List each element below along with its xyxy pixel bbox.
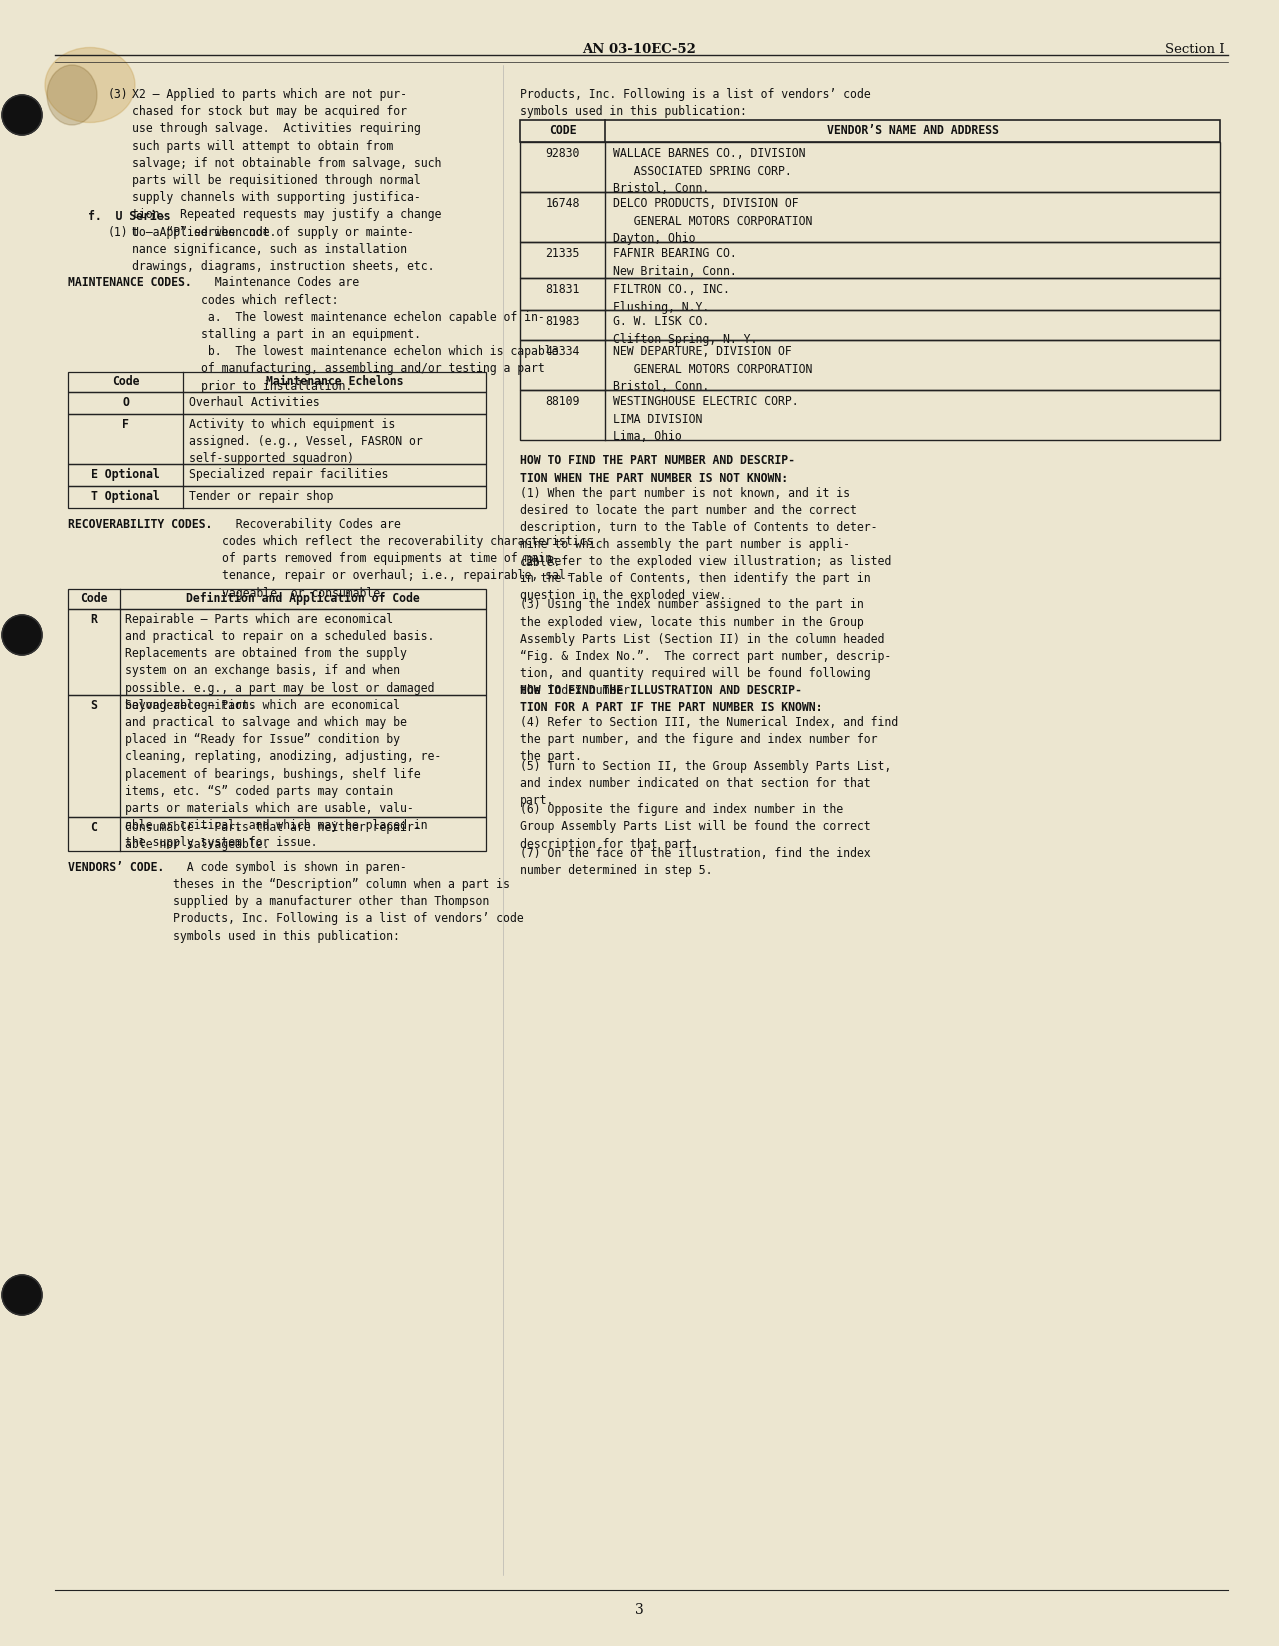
- Ellipse shape: [47, 64, 97, 125]
- Bar: [68, 486, 486, 509]
- Text: 81983: 81983: [545, 316, 579, 329]
- Text: Maintenance Codes are
codes which reflect:
 a.  The lowest maintenance echelon c: Maintenance Codes are codes which reflec…: [201, 277, 559, 393]
- Text: f.  U Series: f. U Series: [88, 209, 170, 222]
- Text: (3) Using the index number assigned to the part in
the exploded view, locate thi: (3) Using the index number assigned to t…: [521, 599, 891, 698]
- Circle shape: [3, 616, 42, 655]
- Bar: [68, 372, 486, 392]
- Text: NEW DEPARTURE, DIVISION OF
   GENERAL MOTORS CORPORATION
Bristol, Conn.: NEW DEPARTURE, DIVISION OF GENERAL MOTOR…: [613, 346, 812, 393]
- Text: HOW TO FIND THE ILLUSTRATION AND DESCRIP-
TION FOR A PART IF THE PART NUMBER IS : HOW TO FIND THE ILLUSTRATION AND DESCRIP…: [521, 683, 822, 714]
- Circle shape: [3, 1276, 42, 1315]
- Bar: [68, 816, 486, 851]
- Text: FILTRON CO., INC.
Flushing, N.Y.: FILTRON CO., INC. Flushing, N.Y.: [613, 283, 730, 314]
- Bar: [521, 341, 1220, 390]
- Text: F: F: [122, 418, 129, 431]
- Text: Code: Code: [81, 593, 107, 604]
- Bar: [68, 464, 486, 486]
- Text: Recoverability Codes are
codes which reflect the recoverability characteristics
: Recoverability Codes are codes which ref…: [223, 518, 593, 599]
- Text: S: S: [91, 700, 97, 711]
- Text: (7) On the face of the illustration, find the index
number determined in step 5.: (7) On the face of the illustration, fin…: [521, 846, 871, 877]
- Circle shape: [3, 95, 42, 135]
- Text: VENDORS’ CODE.: VENDORS’ CODE.: [68, 861, 164, 874]
- Bar: [521, 278, 1220, 311]
- Text: Specialized repair facilities: Specialized repair facilities: [189, 467, 389, 481]
- Text: T Optional: T Optional: [91, 491, 160, 504]
- Text: Section I: Section I: [1165, 43, 1225, 56]
- Text: E Optional: E Optional: [91, 467, 160, 481]
- Text: Definition and Application of Code: Definition and Application of Code: [187, 593, 420, 604]
- Text: R: R: [91, 612, 97, 625]
- Text: Code: Code: [111, 375, 139, 388]
- Bar: [521, 143, 1220, 193]
- Text: Salvageable – Parts which are economical
and practical to salvage and which may : Salvageable – Parts which are economical…: [125, 700, 441, 849]
- Bar: [521, 390, 1220, 441]
- Text: 81831: 81831: [545, 283, 579, 296]
- Bar: [68, 413, 486, 464]
- Bar: [68, 609, 486, 695]
- Text: AN 03-10EC-52: AN 03-10EC-52: [582, 43, 696, 56]
- Text: (1): (1): [107, 226, 129, 239]
- Text: Products, Inc. Following is a list of vendors’ code
symbols used in this publica: Products, Inc. Following is a list of ve…: [521, 87, 871, 119]
- Text: (2) Refer to the exploded view illustration; as listed
in the Table of Contents,: (2) Refer to the exploded view illustrat…: [521, 555, 891, 602]
- Bar: [521, 242, 1220, 278]
- Bar: [521, 193, 1220, 242]
- Text: (5) Turn to Section II, the Group Assembly Parts List,
and index number indicate: (5) Turn to Section II, the Group Assemb…: [521, 759, 891, 807]
- Text: (4) Refer to Section III, the Numerical Index, and find
the part number, and the: (4) Refer to Section III, the Numerical …: [521, 716, 898, 764]
- Ellipse shape: [45, 48, 136, 122]
- Bar: [68, 589, 486, 609]
- Bar: [521, 311, 1220, 341]
- Text: 16748: 16748: [545, 198, 579, 211]
- Text: G. W. LISK CO.
Clifton Spring, N. Y.: G. W. LISK CO. Clifton Spring, N. Y.: [613, 316, 757, 346]
- Text: Tender or repair shop: Tender or repair shop: [189, 491, 334, 502]
- Text: WESTINGHOUSE ELECTRIC CORP.
LIMA DIVISION
Lima, Ohio: WESTINGHOUSE ELECTRIC CORP. LIMA DIVISIO…: [613, 395, 798, 443]
- Text: 88109: 88109: [545, 395, 579, 408]
- Text: Maintenance Echelons: Maintenance Echelons: [266, 375, 403, 388]
- Text: (6) Opposite the figure and index number in the
Group Assembly Parts List will b: (6) Opposite the figure and index number…: [521, 803, 871, 851]
- Text: 21335: 21335: [545, 247, 579, 260]
- Text: 43334: 43334: [545, 346, 579, 359]
- Text: VENDOR’S NAME AND ADDRESS: VENDOR’S NAME AND ADDRESS: [826, 125, 999, 137]
- Bar: [68, 695, 486, 816]
- Text: C: C: [91, 821, 97, 835]
- Text: U – Applied when not of supply or mainte-
nance significance, such as installati: U – Applied when not of supply or mainte…: [132, 226, 435, 273]
- Text: A code symbol is shown in paren-
theses in the “Description” column when a part : A code symbol is shown in paren- theses …: [173, 861, 523, 943]
- Text: WALLACE BARNES CO., DIVISION
   ASSOCIATED SPRING CORP.
Bristol, Conn.: WALLACE BARNES CO., DIVISION ASSOCIATED …: [613, 148, 806, 194]
- Text: Repairable – Parts which are economical
and practical to repair on a scheduled b: Repairable – Parts which are economical …: [125, 612, 435, 711]
- Text: MAINTENANCE CODES.: MAINTENANCE CODES.: [68, 277, 192, 290]
- Text: Consumable – Parts that are neither repair-
able nor salvageable.: Consumable – Parts that are neither repa…: [125, 821, 421, 851]
- Text: CODE: CODE: [549, 125, 577, 137]
- Text: X2 – Applied to parts which are not pur-
chased for stock but may be acquired fo: X2 – Applied to parts which are not pur-…: [132, 87, 441, 239]
- Text: 92830: 92830: [545, 148, 579, 160]
- Text: FAFNIR BEARING CO.
New Britain, Conn.: FAFNIR BEARING CO. New Britain, Conn.: [613, 247, 737, 278]
- Text: (1) When the part number is not known, and it is
desired to locate the part numb: (1) When the part number is not known, a…: [521, 487, 877, 568]
- Text: HOW TO FIND THE PART NUMBER AND DESCRIP-
TION WHEN THE PART NUMBER IS NOT KNOWN:: HOW TO FIND THE PART NUMBER AND DESCRIP-…: [521, 454, 796, 484]
- Text: RECOVERABILITY CODES.: RECOVERABILITY CODES.: [68, 518, 212, 530]
- Text: DELCO PRODUCTS, DIVISION OF
   GENERAL MOTORS CORPORATION
Dayton, Ohio: DELCO PRODUCTS, DIVISION OF GENERAL MOTO…: [613, 198, 812, 245]
- Text: Activity to which equipment is
assigned. (e.g., Vessel, FASRON or
self-supported: Activity to which equipment is assigned.…: [189, 418, 423, 466]
- Bar: [68, 392, 486, 413]
- Text: O: O: [122, 395, 129, 408]
- Text: (3): (3): [107, 87, 129, 100]
- Text: 3: 3: [634, 1603, 643, 1616]
- Bar: [521, 120, 1220, 143]
- Text: Overhaul Activities: Overhaul Activities: [189, 395, 320, 408]
